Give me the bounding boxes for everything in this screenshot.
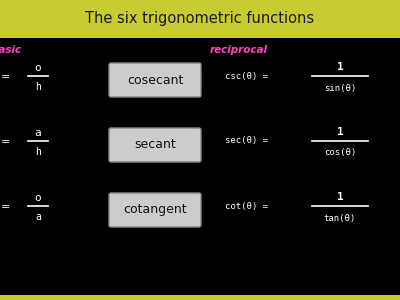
Text: a: a bbox=[35, 128, 41, 138]
Text: sin(θ): sin(θ) bbox=[324, 83, 356, 92]
Text: The six trigonometric functions: The six trigonometric functions bbox=[86, 11, 314, 26]
Text: o: o bbox=[35, 63, 41, 73]
Bar bbox=[0, 295, 400, 300]
Text: cosecant: cosecant bbox=[127, 74, 183, 86]
Text: 1: 1 bbox=[337, 62, 343, 72]
Text: basic: basic bbox=[0, 45, 22, 55]
Text: tan(θ): tan(θ) bbox=[324, 214, 356, 223]
Text: h: h bbox=[35, 82, 41, 92]
Text: =: = bbox=[1, 202, 11, 212]
FancyBboxPatch shape bbox=[109, 193, 201, 227]
Text: cot(θ) =: cot(θ) = bbox=[225, 202, 268, 211]
Text: secant: secant bbox=[134, 139, 176, 152]
Text: h: h bbox=[35, 147, 41, 157]
Text: 1: 1 bbox=[337, 192, 343, 202]
FancyBboxPatch shape bbox=[109, 128, 201, 162]
Text: =: = bbox=[1, 72, 11, 82]
Bar bbox=[0, 0, 400, 38]
Text: =: = bbox=[1, 137, 11, 147]
Text: a: a bbox=[35, 212, 41, 222]
Text: cos(θ): cos(θ) bbox=[324, 148, 356, 158]
Text: sec(θ) =: sec(θ) = bbox=[225, 136, 268, 146]
FancyBboxPatch shape bbox=[109, 63, 201, 97]
Text: o: o bbox=[35, 193, 41, 203]
Text: reciprocal: reciprocal bbox=[210, 45, 268, 55]
Text: csc(θ) =: csc(θ) = bbox=[225, 71, 268, 80]
Text: 1: 1 bbox=[337, 127, 343, 137]
Text: cotangent: cotangent bbox=[123, 203, 187, 217]
